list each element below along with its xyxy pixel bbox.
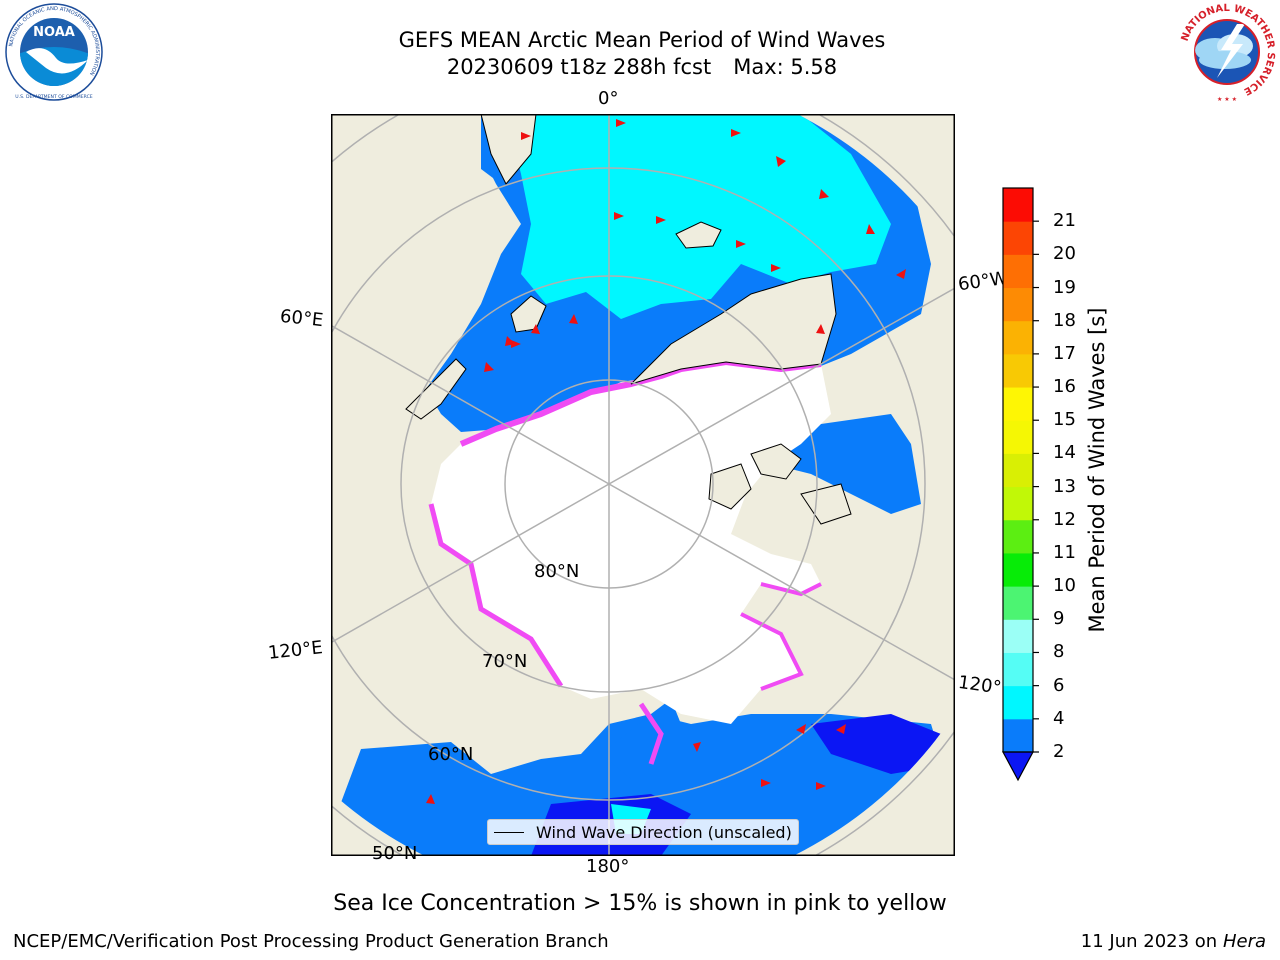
colorbar-segment (1003, 354, 1033, 388)
forecast-run-label: 20230609 t18z 288h fcst (447, 55, 711, 79)
colorbar-label: Mean Period of Wind Waves [s] (1085, 308, 1109, 633)
colorbar-segment (1003, 420, 1033, 454)
colorbar-segment (1003, 188, 1033, 222)
nws-logo: NATIONAL WEATHER SERVICE ★ ★ ★ (1176, 2, 1278, 102)
svg-text:★ ★ ★: ★ ★ ★ (1217, 96, 1237, 102)
lon-label-120e: 120°E (267, 637, 324, 664)
colorbar-tick-label: 8 (1053, 642, 1064, 662)
colorbar-extend-arrow (1003, 752, 1033, 780)
footer-date-text: 11 Jun 2023 on (1081, 931, 1217, 952)
colorbar-tick-label: 6 (1053, 676, 1064, 696)
lat-label-50n: 50°N (372, 843, 417, 864)
colorbar-tick-label: 10 (1053, 576, 1076, 596)
colorbar-tick-label: 19 (1053, 278, 1076, 298)
colorbar-segment (1003, 221, 1033, 255)
colorbar-segment (1003, 586, 1033, 620)
colorbar-tick-label: 4 (1053, 709, 1064, 729)
colorbar-tick-label: 2 (1053, 742, 1064, 762)
map-legend: Wind Wave Direction (unscaled) (487, 819, 799, 845)
colorbar-segment (1003, 321, 1033, 355)
colorbar-tick-label: 16 (1053, 377, 1076, 397)
colorbar-segment (1003, 453, 1033, 487)
chart-title: GEFS MEAN Arctic Mean Period of Wind Wav… (0, 27, 1280, 54)
colorbar-segment (1003, 387, 1033, 421)
legend-label: Wind Wave Direction (unscaled) (536, 820, 792, 846)
polar-map (331, 114, 955, 856)
sea-ice-caption: Sea Ice Concentration > 15% is shown in … (0, 891, 1280, 916)
colorbar-segment (1003, 288, 1033, 322)
lat-label-60n: 60°N (428, 744, 473, 765)
colorbar-tick-label: 12 (1053, 510, 1076, 530)
footer-date: 11 Jun 2023 on Hera (1081, 931, 1266, 952)
noaa-department-text: U.S. DEPARTMENT OF COMMERCE (15, 94, 92, 100)
colorbar-segment (1003, 719, 1033, 753)
lon-label-60e: 60°E (279, 306, 324, 331)
legend-line-swatch (494, 832, 524, 833)
colorbar-segment (1003, 487, 1033, 521)
colorbar-tick-label: 13 (1053, 477, 1076, 497)
colorbar-segment (1003, 553, 1033, 587)
max-value-label: Max: 5.58 (733, 55, 837, 79)
colorbar-tick-label: 21 (1053, 211, 1076, 231)
lon-label-0: 0° (598, 88, 618, 109)
colorbar-tick-label: 18 (1053, 311, 1076, 331)
colorbar-segment (1003, 520, 1033, 554)
colorbar-tick-label: 11 (1053, 543, 1076, 563)
footer-host: Hera (1223, 931, 1266, 952)
lat-label-70n: 70°N (482, 651, 527, 672)
colorbar-tick-label: 20 (1053, 244, 1076, 264)
colorbar-tick-label: 9 (1053, 609, 1064, 629)
noaa-logo: NOAA NATIONAL OCEANIC AND ATMOSPHERIC AD… (4, 2, 104, 102)
noaa-logo-text: NOAA (33, 25, 75, 40)
colorbar-tick-label: 15 (1053, 410, 1076, 430)
chart-subtitle: 20230609 t18z 288h fcst Max: 5.58 (0, 54, 1280, 81)
lon-label-180: 180° (586, 856, 629, 877)
colorbar-tick-label: 17 (1053, 344, 1076, 364)
colorbar (1000, 186, 1040, 786)
lat-label-80n: 80°N (534, 561, 579, 582)
colorbar-segment (1003, 686, 1033, 720)
footer-organization: NCEP/EMC/Verification Post Processing Pr… (13, 931, 609, 952)
colorbar-segment (1003, 254, 1033, 288)
colorbar-tick-label: 14 (1053, 443, 1076, 463)
colorbar-segment (1003, 652, 1033, 686)
colorbar-segment (1003, 619, 1033, 653)
